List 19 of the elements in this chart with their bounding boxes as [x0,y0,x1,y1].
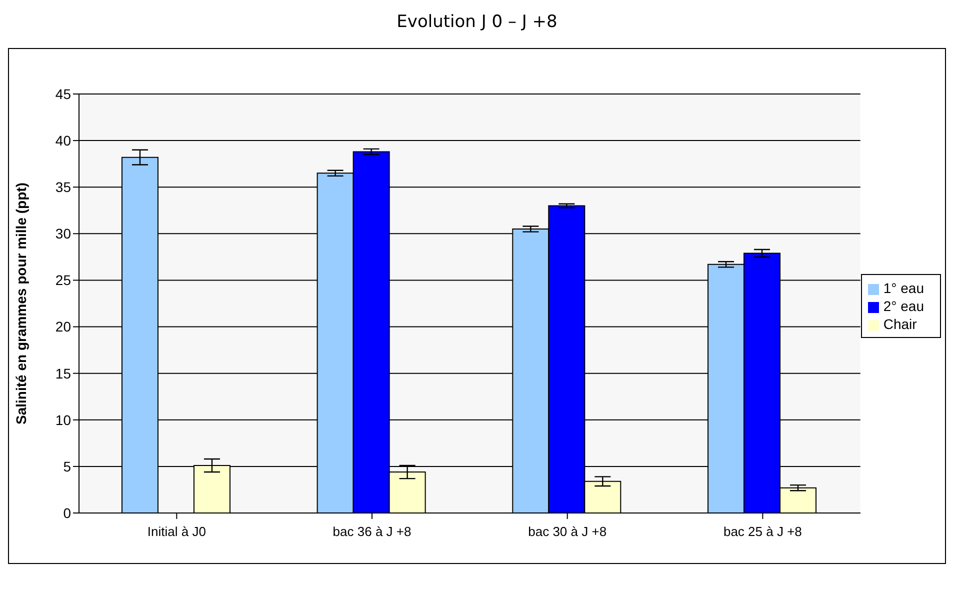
y-tick-label: 35 [55,179,72,196]
y-axis-title: Salinité en grammes pour mille (ppt) [12,182,29,424]
x-tick-label: bac 25 à J +8 [723,524,802,540]
y-tick-label: 0 [63,504,72,521]
legend-label: 2° eau [883,298,924,314]
y-tick-label: 20 [55,318,72,335]
x-tick-label: Initial à J0 [147,524,206,540]
y-tick-label: 45 [55,86,72,102]
y-tick-label: 10 [55,412,72,428]
legend-label: Chair [883,316,917,332]
y-tick-label: 5 [63,458,72,474]
y-tick-label: 40 [55,132,72,149]
chart-title: Evolution J 0 – J +8 [396,12,558,34]
y-tick-label: 30 [55,226,72,242]
y-tick-label: 15 [55,365,72,382]
y-tick-label: 25 [55,272,72,288]
legend-label: 1° eau [883,280,924,296]
x-tick-label: bac 36 à J +8 [332,524,412,540]
x-tick-label: bac 30 à J +8 [528,524,607,540]
